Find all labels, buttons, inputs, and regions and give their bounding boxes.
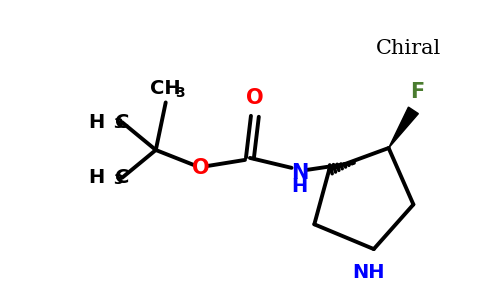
Text: C: C: [115, 168, 129, 187]
Text: H: H: [88, 168, 104, 187]
Text: 3: 3: [113, 173, 123, 187]
Text: N: N: [291, 163, 308, 183]
Text: H: H: [291, 177, 308, 196]
Text: NH: NH: [352, 263, 385, 282]
Text: 3: 3: [175, 86, 184, 100]
Text: C: C: [115, 113, 129, 132]
Polygon shape: [389, 107, 418, 148]
Text: H: H: [88, 113, 104, 132]
Text: O: O: [192, 158, 209, 178]
Text: F: F: [410, 82, 424, 102]
Text: 3: 3: [113, 117, 123, 131]
Text: Chiral: Chiral: [376, 39, 441, 58]
Text: O: O: [246, 88, 264, 108]
Text: CH: CH: [151, 80, 181, 98]
